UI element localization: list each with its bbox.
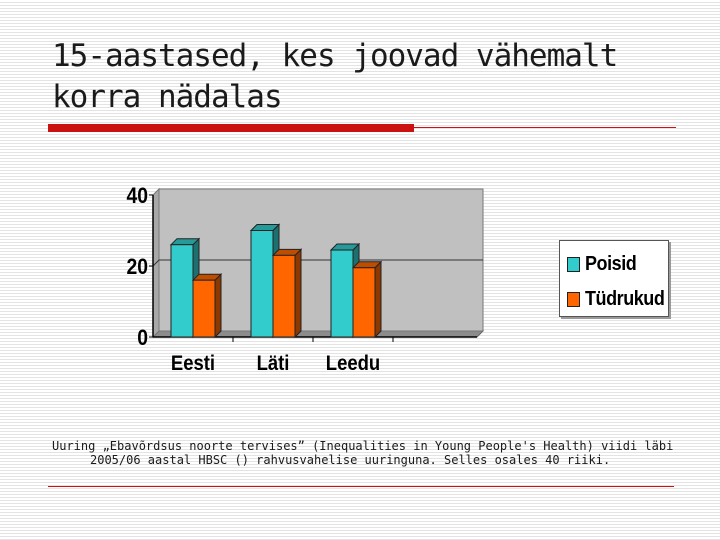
bar-tüdrukud-leedu xyxy=(352,267,376,338)
legend-swatch-tudrukud xyxy=(567,291,580,307)
bar-poisid-eesti xyxy=(170,244,194,338)
x-tick-label: Eesti xyxy=(171,352,215,375)
bottom-divider xyxy=(48,486,674,487)
legend-swatch-poisid xyxy=(567,256,580,272)
x-tick-label: Läti xyxy=(257,352,290,375)
title-underline-line xyxy=(414,127,676,128)
bar-side-tüdrukud xyxy=(214,272,222,339)
y-tick-label: 20 xyxy=(126,255,148,279)
legend-label-poisid: Poisid xyxy=(585,252,637,275)
y-tick-label: 40 xyxy=(126,184,148,208)
chart-legend: Poisid Tüdrukud xyxy=(559,240,669,317)
bar-poisid-leedu xyxy=(330,249,354,338)
legend-item-poisid: Poisid xyxy=(567,251,642,277)
bar-side-tüdrukud xyxy=(294,248,302,339)
x-tick-label: Leedu xyxy=(326,352,380,375)
bar-side-tüdrukud xyxy=(374,260,382,339)
legend-label-tudrukud: Tüdrukud xyxy=(585,287,665,310)
source-footnote: Uuring „Ebavõrdsus noorte tervises” (Ine… xyxy=(52,439,674,467)
bar-tüdrukud-läti xyxy=(272,254,296,338)
slide-title: 15-aastased, kes joovad vähemalt korra n… xyxy=(52,38,618,115)
bar-poisid-läti xyxy=(250,230,274,338)
title-underline-bar xyxy=(48,124,414,132)
legend-item-tudrukud: Tüdrukud xyxy=(567,286,673,312)
gridline xyxy=(152,259,483,267)
bar-tüdrukud-eesti xyxy=(192,279,216,338)
y-tick-label: 0 xyxy=(137,326,148,350)
